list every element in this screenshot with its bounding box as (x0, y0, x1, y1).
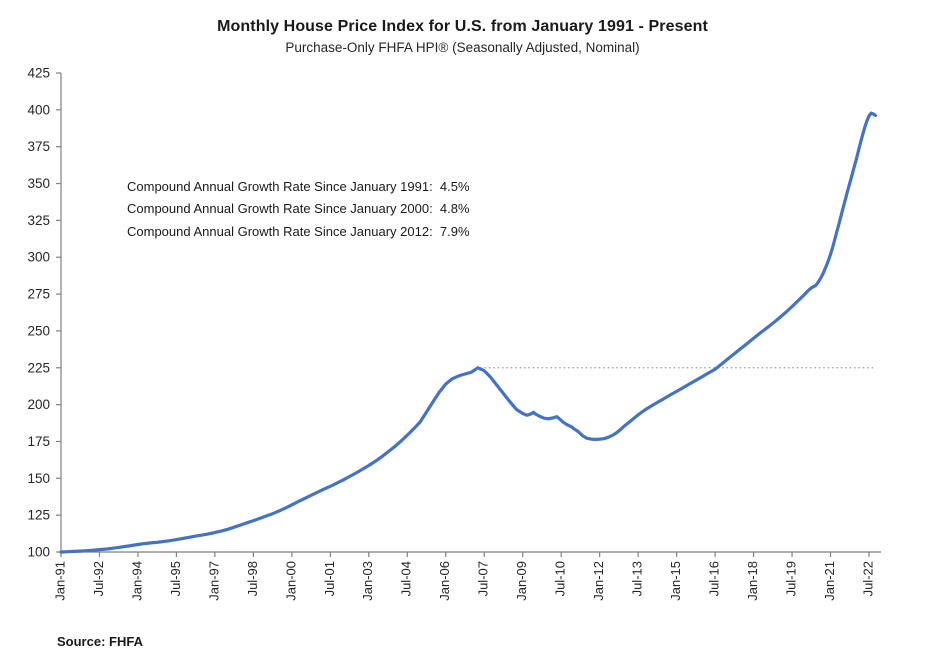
x-tick-label: Jan-12 (591, 561, 606, 601)
x-tick-label: Jan-03 (360, 561, 375, 601)
cagr-annotations: Compound Annual Growth Rate Since Januar… (127, 176, 470, 243)
y-tick-label: 350 (27, 176, 50, 191)
cagr-since-2012: Compound Annual Growth Rate Since Januar… (127, 223, 470, 239)
y-tick-label: 225 (27, 360, 50, 375)
x-tick-label: Jan-09 (514, 561, 529, 601)
y-tick-label: 325 (27, 213, 50, 228)
x-tick-label: Jul-95 (168, 561, 183, 596)
x-tick-label: Jan-00 (283, 561, 298, 601)
y-tick-label: 400 (27, 102, 50, 117)
x-tick-label: Jul-13 (630, 561, 645, 596)
y-tick-label: 425 (27, 66, 50, 81)
page-subtitle: Purchase-Only FHFA HPI® (Seasonally Adju… (285, 40, 640, 55)
x-tick-label: Jan-18 (745, 561, 760, 601)
x-tick-label: Jan-06 (437, 561, 452, 601)
y-tick-label: 375 (27, 139, 50, 154)
x-tick-label: Jan-91 (52, 561, 67, 601)
x-tick-label: Jan-21 (822, 561, 837, 601)
y-tick-label: 175 (27, 434, 50, 449)
x-tick-label: Jul-04 (399, 561, 414, 596)
y-tick-label: 200 (27, 397, 50, 412)
cagr-since-1991: Compound Annual Growth Rate Since Januar… (127, 179, 470, 194)
y-tick-label: 250 (27, 323, 50, 338)
x-tick-label: Jul-98 (245, 561, 260, 596)
cagr-since-2000: Compound Annual Growth Rate Since Januar… (127, 201, 470, 217)
source-note: Source: FHFA (57, 634, 143, 649)
hpi-series-line (59, 111, 878, 554)
x-tick-label: Jul-22 (860, 561, 875, 596)
x-tick-label: Jan-15 (668, 561, 683, 601)
x-tick-label: Jul-07 (476, 561, 491, 596)
y-tick-label: 275 (27, 287, 50, 302)
x-tick-label: Jul-16 (707, 561, 722, 596)
x-tick-label: Jan-94 (129, 561, 144, 601)
x-tick-label: Jul-10 (553, 561, 568, 596)
y-tick-label: 100 (27, 545, 50, 560)
x-tick-label: Jul-19 (783, 561, 798, 596)
y-tick-label: 300 (27, 250, 50, 265)
axis-lines (60, 73, 881, 553)
page-title: Monthly House Price Index for U.S. from … (217, 18, 708, 35)
y-tick-label: 150 (27, 471, 50, 486)
y-tick-label: 125 (27, 508, 50, 523)
x-tick-label: Jul-01 (322, 561, 337, 596)
x-tick-label: Jul-92 (91, 561, 106, 596)
x-tick-label: Jan-97 (206, 561, 221, 601)
